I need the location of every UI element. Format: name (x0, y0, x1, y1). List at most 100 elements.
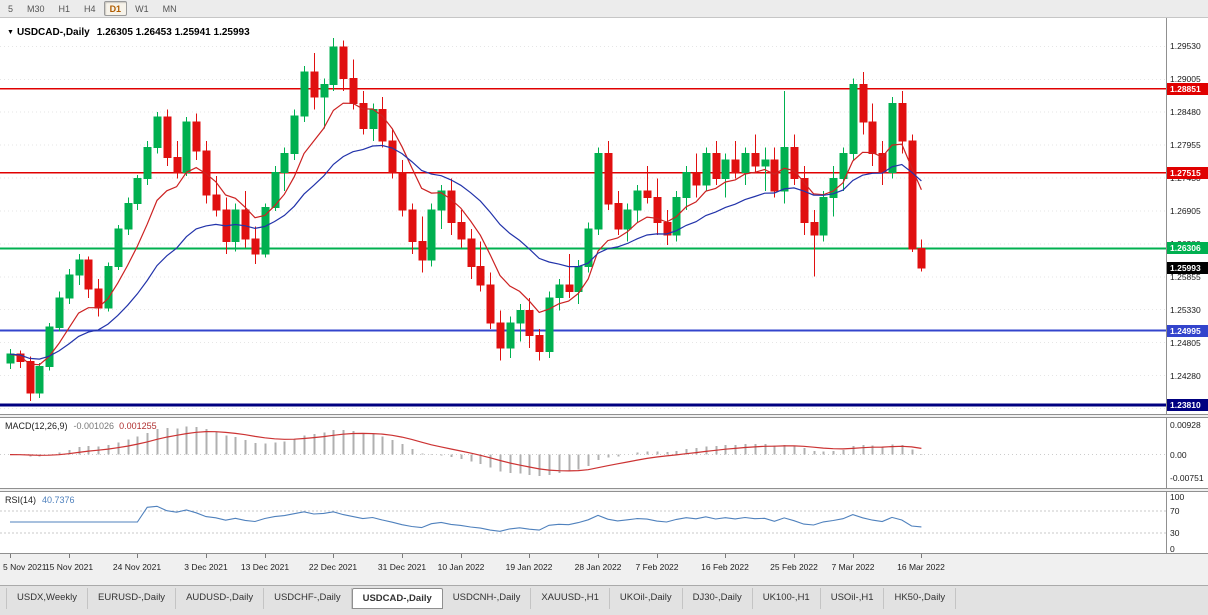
candle-body (682, 171, 691, 198)
date-axis-label: 16 Mar 2022 (897, 562, 945, 572)
tab-usdcad-daily[interactable]: USDCAD-,Daily (351, 588, 443, 609)
price-tag: 1.24995 (1167, 324, 1208, 337)
date-tick (794, 554, 795, 558)
candle-body (35, 366, 44, 394)
timeframe-button-d1[interactable]: D1 (103, 1, 128, 16)
tab-xauusd-h1[interactable]: XAUUSD-,H1 (531, 588, 610, 609)
symbol-label: ▼ USDCAD-,Daily 1.26305 1.26453 1.25941 1.… (7, 27, 250, 38)
rsi-name: RSI(14) (5, 495, 37, 505)
candle-body (271, 171, 280, 208)
candle-body (369, 109, 378, 129)
main-chart-svg[interactable] (0, 18, 1166, 414)
date-tick (333, 554, 334, 558)
rsi-axis-label: 30 (1170, 527, 1180, 538)
candle-body (859, 84, 868, 123)
candle-body (251, 238, 260, 255)
rsi-indicator-label: RSI(14) 40.7376 (5, 495, 75, 505)
tab-audusd-daily[interactable]: AUDUSD-,Daily (176, 588, 265, 609)
candle-body (712, 153, 721, 180)
date-tick (265, 554, 266, 558)
candle-body (751, 153, 760, 167)
macd-axis-label: -0.00751 (1170, 473, 1204, 484)
price-axis[interactable]: 1.295301.290051.284801.279551.274301.269… (1166, 18, 1208, 414)
tab-eurusd-daily[interactable]: EURUSD-,Daily (88, 588, 177, 609)
candle-body (114, 228, 123, 267)
candle-body (486, 284, 495, 324)
candle-body (535, 334, 544, 353)
timeframe-button-h1[interactable]: H1 (58, 3, 71, 14)
macd-axis[interactable]: 0.00928 0.00 -0.00751 (1166, 418, 1208, 488)
tab-usdchf-daily[interactable]: USDCHF-,Daily (264, 588, 352, 609)
macd-plot[interactable] (0, 418, 1166, 488)
date-axis-label: 7 Mar 2022 (831, 562, 875, 572)
date-axis[interactable]: 5 Nov 2021 15 Nov 2021 24 Nov 2021 3 Dec 20… (0, 554, 1208, 585)
tab-usdcnh-daily[interactable]: USDCNH-,Daily (443, 588, 532, 609)
candle-body (721, 159, 730, 180)
main-chart-panel: 1.295301.290051.284801.279551.274301.269… (0, 18, 1208, 415)
date-axis-label: 7 Feb 2022 (635, 562, 679, 572)
price-tag: 1.26306 (1167, 242, 1208, 255)
tab-usdx-weekly[interactable]: USDX,Weekly (6, 588, 89, 609)
rsi-panel: 100 70 30 0 RSI(14) 40.7376 (0, 491, 1208, 554)
candle-body (133, 178, 142, 205)
candle-body (290, 115, 299, 154)
rsi-plot[interactable] (0, 492, 1166, 553)
macd-indicator-label: MACD(12,26,9) -0.001026 0.001255 (5, 421, 157, 431)
date-tick (921, 554, 922, 558)
macd-axis-label: 0.00 (1170, 449, 1187, 460)
candle-body (917, 248, 926, 269)
timeframe-button-w1[interactable]: W1 (135, 3, 149, 14)
tab-hk50-daily[interactable]: HK50-,Daily (884, 588, 957, 609)
candle-body (447, 190, 456, 224)
tab-ukoil-daily[interactable]: UKOil-,Daily (610, 588, 683, 609)
date-tick (69, 554, 70, 558)
symbol-ohlc-values: 1.26305 1.26453 1.25941 1.25993 (96, 27, 250, 38)
timeframe-button-h4[interactable]: H4 (84, 3, 96, 14)
candle-body (604, 153, 613, 205)
candle-body (349, 77, 358, 104)
candle-body (65, 274, 74, 299)
price-axis-label: 1.26905 (1170, 205, 1201, 216)
symbol-dropdown-icon[interactable]: ▼ (7, 29, 14, 36)
timeframe-button-mn[interactable]: MN (162, 3, 177, 14)
candle-body (908, 140, 917, 250)
timeframe-button-5[interactable]: 5 (8, 3, 14, 14)
rsi-axis-label: 70 (1170, 506, 1180, 517)
date-axis-label: 15 Nov 2021 (44, 562, 94, 572)
tab-usoil-h1[interactable]: USOil-,H1 (821, 588, 885, 609)
tab-uk100-h1[interactable]: UK100-,H1 (753, 588, 821, 609)
candle-body (418, 240, 427, 261)
rsi-axis[interactable]: 100 70 30 0 (1166, 492, 1208, 553)
candle-body (84, 259, 93, 290)
candle-body (898, 102, 907, 142)
candlestick-plot[interactable] (0, 18, 1166, 414)
candle-body (525, 309, 534, 336)
price-axis-label: 1.24280 (1170, 370, 1201, 381)
ma-slow-line (9, 144, 922, 360)
candle-body (457, 222, 466, 240)
macd-signal-line (9, 430, 922, 472)
candle-body (163, 116, 172, 158)
candle-body (770, 159, 779, 192)
candle-body (476, 265, 485, 286)
timeframe-toolbar: 5 M30 H1 H4 D1 W1 MN (0, 0, 1208, 18)
date-tick (137, 554, 138, 558)
price-axis-label: 1.29530 (1170, 41, 1201, 52)
tab-dj30-daily[interactable]: DJ30-,Daily (683, 588, 753, 609)
candle-body (633, 190, 642, 211)
timeframe-button-m30[interactable]: M30 (27, 3, 45, 14)
candle-body (212, 194, 221, 211)
rsi-axis-label: 0 (1170, 544, 1175, 553)
candle-body (26, 361, 35, 394)
candle-body (310, 71, 319, 98)
date-axis-label: 3 Dec 2021 (184, 562, 228, 572)
macd-svg[interactable] (0, 418, 1166, 488)
candle-body (545, 297, 554, 353)
price-axis-label: 1.24805 (1170, 337, 1201, 348)
candle-body (849, 84, 858, 155)
candle-body (810, 222, 819, 236)
candle-body (594, 153, 603, 230)
date-tick (10, 554, 11, 558)
candle-body (45, 326, 54, 368)
rsi-svg[interactable] (0, 492, 1166, 552)
